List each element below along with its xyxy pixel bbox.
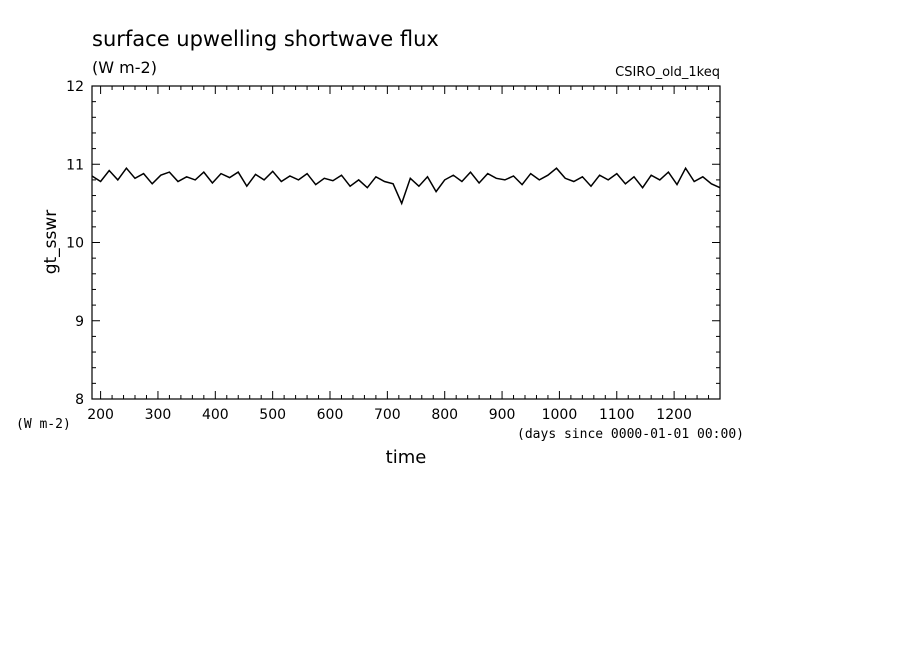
x-axis-label: time bbox=[386, 447, 427, 468]
x-tick-label: 400 bbox=[202, 407, 229, 423]
y-tick-label: 12 bbox=[66, 79, 84, 95]
y-tick-label: 10 bbox=[66, 236, 84, 252]
x-tick-labels: 200 300 400 500 600 700 800 900 1000 1100 1200 bbox=[87, 407, 692, 423]
y-axis-label: gt_sswr bbox=[41, 210, 61, 275]
x-tick-label: 300 bbox=[145, 407, 172, 423]
y-tick-label: 11 bbox=[66, 157, 84, 173]
y-tick-labels: 8 9 10 11 12 bbox=[66, 79, 84, 408]
x-tick-label: 1200 bbox=[656, 407, 692, 423]
y-tick-label: 8 bbox=[75, 392, 84, 408]
x-axis-units: (days since 0000-01-01 00:00) bbox=[517, 427, 744, 442]
axis-ticks bbox=[92, 85, 721, 400]
x-tick-label: 200 bbox=[87, 407, 114, 423]
series-line bbox=[91, 166, 721, 206]
chart-title: surface upwelling shortwave flux bbox=[92, 27, 439, 51]
x-tick-label: 900 bbox=[489, 407, 516, 423]
x-tick-label: 1000 bbox=[542, 407, 578, 423]
x-tick-label: 500 bbox=[259, 407, 286, 423]
x-tick-label: 700 bbox=[374, 407, 401, 423]
y-tick-label: 9 bbox=[75, 314, 84, 330]
chart-subtitle: (W m-2) bbox=[92, 58, 157, 77]
x-tick-label: 1100 bbox=[599, 407, 635, 423]
x-tick-label: 600 bbox=[317, 407, 344, 423]
source-label: CSIRO_old_1keq bbox=[615, 65, 720, 80]
plot-frame bbox=[91, 85, 721, 400]
y-axis-units: (W m-2) bbox=[16, 417, 71, 432]
x-tick-label: 800 bbox=[431, 407, 458, 423]
